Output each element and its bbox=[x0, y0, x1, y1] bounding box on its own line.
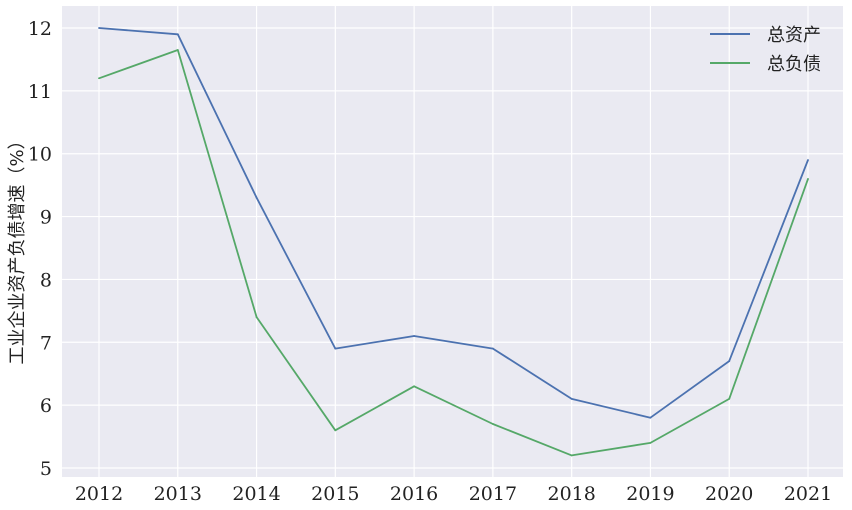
data-point bbox=[491, 423, 494, 425]
data-point bbox=[176, 49, 179, 51]
data-point bbox=[807, 177, 809, 180]
series-lines bbox=[98, 27, 809, 457]
x-tick-label: 2021 bbox=[784, 483, 832, 505]
data-point bbox=[413, 335, 416, 337]
y-tick-label: 12 bbox=[28, 18, 52, 40]
x-tick-label: 2019 bbox=[626, 483, 674, 505]
x-tick-label: 2015 bbox=[311, 483, 359, 505]
data-point bbox=[570, 454, 573, 457]
y-tick-label: 10 bbox=[28, 144, 52, 166]
y-tick-label: 9 bbox=[40, 207, 52, 229]
legend-label: 总资产 bbox=[767, 25, 821, 46]
y-tick-label: 11 bbox=[28, 81, 52, 103]
series-line-2 bbox=[98, 49, 809, 457]
y-tick-label: 5 bbox=[40, 458, 52, 480]
data-point bbox=[728, 360, 731, 363]
data-point bbox=[728, 397, 731, 400]
y-tick-label: 7 bbox=[40, 332, 52, 354]
plot-background bbox=[62, 6, 843, 477]
x-tick-label: 2013 bbox=[154, 483, 202, 505]
x-tick-label: 2020 bbox=[705, 483, 753, 505]
data-point bbox=[649, 416, 652, 419]
x-tick-label: 2017 bbox=[469, 483, 517, 505]
x-tick-labels: 2012 2013 2014 2015 2016 2017 2018 2019 2020 2021 bbox=[75, 483, 832, 505]
data-point bbox=[491, 347, 494, 350]
data-point bbox=[570, 397, 573, 400]
x-tick-label: 2018 bbox=[547, 483, 595, 505]
y-tick-label: 6 bbox=[40, 395, 52, 417]
x-tick-label: 2014 bbox=[232, 483, 280, 505]
y-tick-label: 8 bbox=[40, 269, 52, 291]
data-point bbox=[255, 316, 258, 319]
data-point bbox=[255, 196, 258, 199]
legend-label: 总负债 bbox=[767, 54, 821, 75]
y-tick-labels: 5 6 7 8 9 10 11 12 bbox=[28, 18, 52, 480]
data-point bbox=[98, 27, 100, 29]
series-line-1 bbox=[98, 27, 809, 419]
data-point bbox=[334, 347, 337, 350]
x-tick-label: 2012 bbox=[75, 483, 123, 505]
data-point bbox=[649, 441, 652, 444]
data-point bbox=[807, 159, 809, 161]
data-point bbox=[98, 77, 100, 80]
data-point bbox=[334, 429, 337, 432]
x-tick-label: 2016 bbox=[390, 483, 438, 505]
y-axis-label: 工业企业资产负债增速（%） bbox=[7, 131, 28, 364]
data-point bbox=[176, 33, 179, 36]
data-point bbox=[413, 385, 416, 388]
